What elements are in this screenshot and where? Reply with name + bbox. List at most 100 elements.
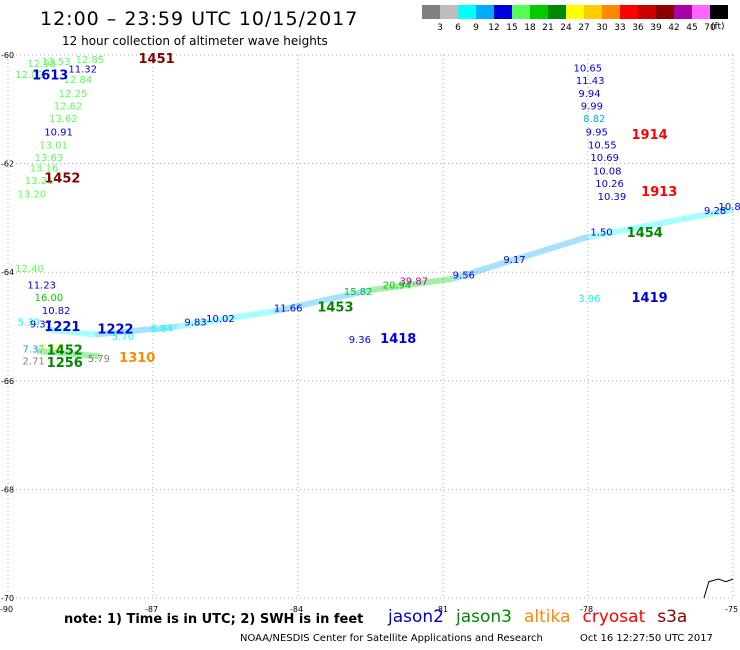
wave-height-label: 11.23 — [27, 280, 56, 291]
wave-height-label: 10.69 — [590, 153, 619, 164]
legend-bin-label: 36 — [632, 23, 644, 33]
legend-bin-label: 27 — [578, 23, 590, 33]
wave-height-label: 13.01 — [39, 140, 68, 151]
x-tick-label: -78 — [580, 605, 593, 614]
wave-height-label: 9.17 — [503, 255, 525, 266]
wave-height-label: 9.94 — [578, 89, 600, 100]
wave-height-label: 10.39 — [598, 192, 627, 203]
y-tick-label: -64 — [1, 268, 14, 277]
wave-height-label: 10.82 — [42, 306, 71, 317]
y-tick-label: -62 — [1, 160, 14, 169]
y-tick-label: -70 — [1, 594, 14, 603]
track-segment — [46, 326, 96, 338]
wave-height-label: 5.30 — [18, 317, 40, 328]
wave-height-label: 10.08 — [593, 166, 622, 177]
x-tick-label: -84 — [290, 605, 303, 614]
pass-time-label: 1418 — [380, 332, 416, 347]
legend-bin-label: 6 — [455, 23, 461, 33]
wave-height-label: 13.62 — [49, 114, 78, 125]
wave-height-label: 13.20 — [18, 189, 47, 200]
x-tick-label: -90 — [0, 605, 13, 614]
legend-swatch — [476, 5, 494, 19]
legend-bin-label: 18 — [524, 23, 536, 33]
pass-time-label: 1451 — [139, 52, 175, 67]
wave-height-label: 9.95 — [586, 127, 608, 138]
legend-bin-label: 45 — [686, 23, 698, 33]
wave-height-label: 11.32 — [68, 64, 97, 75]
wave-height-label: 2.71 — [23, 357, 45, 368]
wave-height-label: 10.26 — [595, 179, 624, 190]
wave-height-label: 11.43 — [576, 76, 605, 87]
wave-height-label: 13.53 — [42, 57, 71, 68]
wave-height-label: 9.37 — [30, 320, 52, 331]
pass-time-label: 1256 — [47, 356, 83, 371]
mission-cryosat: cryosat — [582, 607, 646, 627]
wave-height-label: 10.65 — [574, 63, 603, 74]
track-segment — [36, 347, 101, 360]
wave-height-label: 10.55 — [588, 140, 617, 151]
generated-timestamp: Oct 16 12:27:50 UTC 2017 — [580, 633, 713, 644]
wave-height-label: 15.82 — [344, 287, 373, 298]
legend-swatch — [458, 5, 476, 19]
legend-bin-label: 21 — [542, 23, 554, 33]
wave-height-label: 12.25 — [59, 89, 88, 100]
legend-swatch — [656, 5, 674, 19]
x-tick-label: -81 — [435, 605, 448, 614]
pass-time-label: 1310 — [119, 351, 155, 366]
wave-height-label: 13.16 — [30, 164, 59, 175]
legend-swatch — [494, 5, 512, 19]
legend-swatch — [692, 5, 710, 19]
x-tick-label: -87 — [145, 605, 158, 614]
legend-swatch — [512, 5, 530, 19]
x-tick-label: -75 — [725, 605, 738, 614]
wave-height-label: 16.00 — [35, 293, 64, 304]
wave-height-label: 12.98 — [27, 59, 56, 70]
track-segment — [273, 287, 372, 315]
legend-bin-label: 39 — [650, 23, 662, 33]
mission-s3a: s3a — [657, 607, 688, 627]
chart-subtitle: 12 hour collection of altimeter wave hei… — [62, 34, 328, 48]
pass-time-label: 1613 — [32, 68, 68, 83]
legend-swatch — [440, 5, 458, 19]
y-tick-label: -66 — [1, 377, 14, 386]
wave-height-label: 7.37 — [23, 345, 45, 356]
legend-bin-label: 3 — [437, 23, 443, 33]
pass-time-label: 1914 — [632, 128, 668, 143]
legend-swatch — [674, 5, 692, 19]
footnote: note: 1) Time is in UTC; 2) SWH is in fe… — [64, 612, 364, 627]
pass-time-label: 1454 — [627, 226, 663, 241]
track-segment — [587, 206, 734, 240]
track-segment — [370, 275, 454, 294]
legend-swatch — [710, 5, 728, 19]
y-tick-label: -68 — [1, 485, 14, 494]
chart-title: 12:00 – 23:59 UTC 10/15/2017 — [40, 8, 359, 30]
wave-height-label: 13.21 — [25, 176, 54, 187]
wave-height-label: 12.84 — [64, 75, 93, 86]
pass-time-label: 1222 — [97, 323, 133, 338]
legend-swatch — [620, 5, 638, 19]
pass-time-label: 1419 — [632, 291, 668, 306]
wave-height-label: 12.85 — [76, 55, 105, 66]
altimeter-track-line — [36, 206, 734, 360]
coastline-outline — [703, 578, 734, 599]
legend-swatch — [422, 5, 440, 19]
wave-height-label: 8.82 — [583, 114, 605, 125]
wave-height-label: 39.87 — [400, 277, 429, 288]
wave-height-label: 3.96 — [578, 294, 600, 305]
legend-bin-label: 70 — [704, 23, 716, 33]
wave-height-label: 7.14 — [39, 343, 61, 354]
legend-swatch — [566, 5, 584, 19]
legend-swatch — [638, 5, 656, 19]
legend-swatch — [584, 5, 602, 19]
mission-legend: jason2 jason3 altika cryosat s3a — [388, 607, 699, 627]
wave-height-label: 9.99 — [581, 101, 603, 112]
wave-height-label: 12.40 — [15, 264, 44, 275]
mission-jason2: jason2 — [388, 607, 444, 627]
track-segment — [94, 323, 178, 338]
legend-bin-label: 42 — [668, 23, 680, 33]
legend-bin-label: 33 — [614, 23, 626, 33]
wave-height-label: 10.02 — [206, 314, 235, 325]
legend-swatch — [548, 5, 566, 19]
